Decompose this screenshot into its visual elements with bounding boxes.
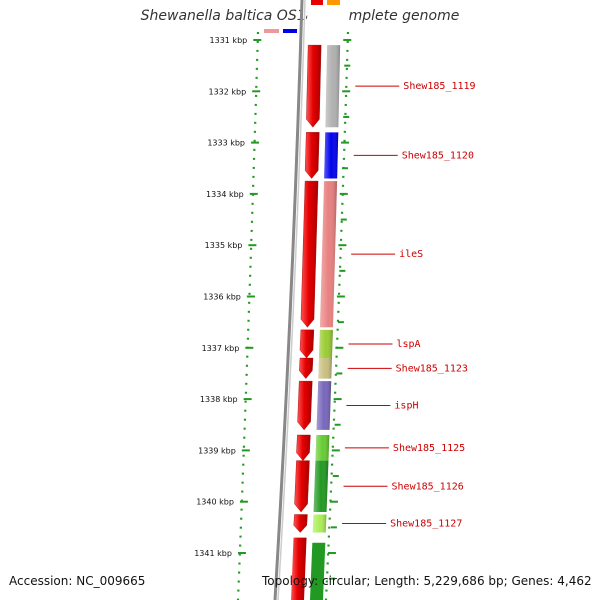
gene-block-shade — [325, 45, 341, 128]
cds-arrow[interactable] — [291, 583, 305, 600]
tick-label: 1339 kbp — [198, 446, 236, 455]
cds-arrow[interactable] — [300, 180, 319, 328]
backbone-line — [273, 0, 304, 600]
tick-label: 1332 kbp — [208, 87, 246, 96]
scale-line-right — [324, 31, 350, 600]
cds-arrow[interactable] — [304, 132, 320, 179]
tick-label: 1336 kbp — [203, 293, 241, 302]
gene-block-shade — [316, 381, 332, 430]
cds-arrow[interactable] — [299, 329, 315, 359]
cds-track — [291, 44, 322, 600]
cds-arrow[interactable] — [294, 460, 310, 513]
tick-label: 1331 kbp — [210, 36, 248, 45]
gene-label[interactable]: ileS — [399, 249, 423, 260]
gene-label[interactable]: Shew185_1126 — [392, 481, 464, 492]
gene-block-shade — [324, 132, 339, 179]
scale-line-left — [236, 31, 260, 600]
feature-top-blue — [283, 29, 297, 33]
tick-label: 1340 kbp — [196, 498, 234, 507]
backbone-shadow — [277, 0, 306, 600]
scale-ticks: 1331 kbp 1332 kbp 1333 kbp 1334 kbp 1335 kbp… — [194, 36, 352, 580]
tick-label: 1335 kbp — [205, 241, 243, 250]
cds-arrow[interactable] — [291, 537, 307, 584]
tick-label: 1338 kbp — [200, 395, 238, 404]
feature-top-orange — [327, 0, 340, 5]
genome-stats-text: Topology: circular; Length: 5,229,686 bp… — [262, 574, 592, 588]
gene-track — [310, 45, 341, 600]
gene-label[interactable]: ispH — [394, 401, 418, 412]
cds-arrow[interactable] — [306, 44, 322, 128]
gene-label[interactable]: lspA — [396, 339, 420, 350]
cds-arrow[interactable] — [297, 380, 313, 431]
gene-block[interactable] — [310, 542, 326, 600]
feature-top-pink — [264, 29, 279, 33]
gene-block-shade — [315, 435, 330, 461]
gene-block-shade — [319, 181, 338, 328]
gene-label[interactable]: Shew185_1123 — [396, 363, 468, 374]
gene-block-shade — [318, 329, 333, 359]
accession-text: Accession: NC_009665 — [9, 574, 146, 588]
gene-label[interactable]: Shew185_1119 — [403, 81, 475, 92]
gene-label[interactable]: Shew185_1127 — [390, 519, 462, 530]
gene-block-shade — [312, 514, 327, 533]
gene-block-shade — [318, 358, 332, 379]
tick-label: 1337 kbp — [202, 344, 240, 353]
map-title: Shewanella baltica OS185, complete genom… — [140, 8, 460, 24]
tick-label: 1341 kbp — [194, 549, 232, 558]
tick-label: 1334 kbp — [206, 190, 244, 199]
cds-arrow[interactable] — [296, 434, 311, 461]
gene-block-shade — [313, 460, 329, 512]
gene-label[interactable]: Shew185_1120 — [402, 150, 474, 161]
feature-top-red — [311, 0, 323, 5]
tick-label: 1333 kbp — [207, 139, 245, 148]
gene-label[interactable]: Shew185_1125 — [393, 443, 465, 454]
gene-labels: Shew185_1119 Shew185_1120 ileS lspA Shew185_… — [342, 81, 476, 530]
cds-arrow[interactable] — [299, 357, 314, 379]
cds-arrow[interactable] — [293, 514, 308, 533]
